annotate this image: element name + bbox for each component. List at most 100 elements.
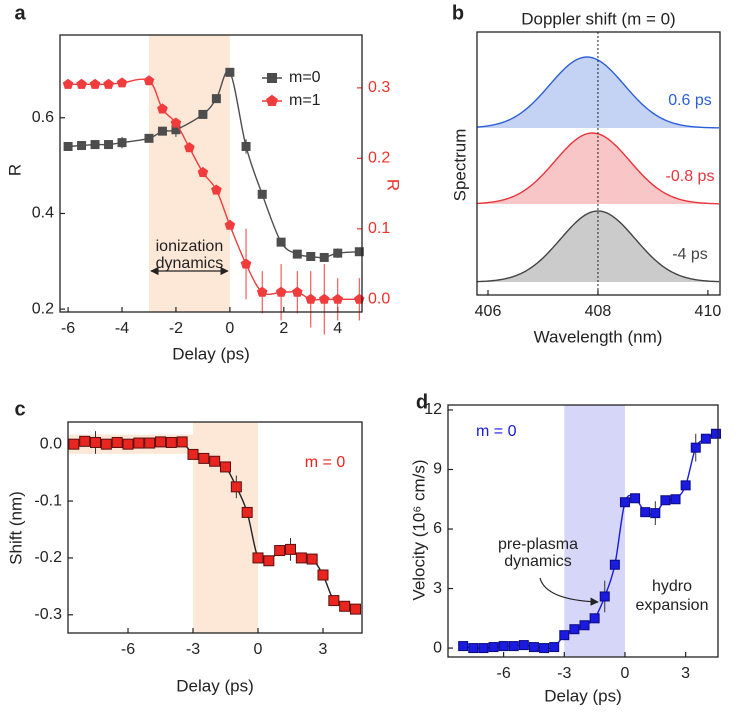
marker [332,293,343,304]
marker [224,219,236,230]
x-tick-label: -6 [61,320,75,337]
marker [225,67,235,77]
marker [89,78,101,89]
marker [155,436,167,448]
marker [274,545,286,557]
curve-label: -4 ps [672,246,708,263]
x-tick-label: 4 [333,320,342,337]
marker [318,293,330,304]
marker [90,140,100,150]
x-tick-label: -2 [169,320,183,337]
marker [589,613,600,624]
marker [157,126,167,136]
marker [518,640,529,651]
marker [144,133,154,143]
y-tick-label: 0.0 [40,435,62,452]
panel-letter: b [452,2,464,24]
y2-tick-label: 0.0 [368,291,390,308]
marker [143,75,155,86]
marker [220,461,232,473]
marker [317,569,329,581]
marker [230,481,242,493]
legend-label: m=0 [289,69,321,86]
y-axis-label: Shift (nm) [6,491,25,565]
x-tick-label: -6 [121,641,135,658]
x-tick-label: 410 [695,303,722,320]
marker [241,141,251,151]
marker [184,142,195,153]
marker [117,138,127,148]
panel-letter: c [14,398,25,420]
marker [539,643,550,654]
curve-label: 0.6 ps [668,92,712,109]
y2-tick-label: 0.3 [368,79,390,96]
marker [116,77,128,88]
marker [306,252,316,262]
marker [198,452,210,464]
panel-letter: a [14,2,26,24]
marker [187,448,199,460]
x-tick-label: 2 [279,320,288,337]
marker [306,553,318,565]
marker [650,508,661,519]
x-tick-label: 0 [225,320,234,337]
marker [241,506,253,518]
annotation: hydro [652,578,692,595]
x-tick-label: -4 [115,320,129,337]
x-tick-label: -3 [557,665,571,682]
x-tick-label: 406 [475,303,502,320]
plot-frame [67,421,363,634]
marker [339,600,351,612]
x-tick-label: 3 [319,641,328,658]
x-tick-label: -6 [497,665,511,682]
annotation: dynamics [156,255,224,272]
marker [133,437,145,449]
marker [609,559,620,570]
marker [710,428,721,439]
marker [104,140,114,150]
y-tick-label: 0 [433,639,442,656]
y-axis-label: Velocity (10⁶ cm/s) [409,459,428,600]
marker [103,78,114,89]
annotation-arrow [539,577,599,606]
x-tick-label: 0 [254,641,263,658]
marker [319,252,329,262]
marker [328,595,340,607]
marker [295,552,307,564]
marker [211,94,221,104]
x-axis-label: Delay (ps) [544,686,621,705]
marker [252,552,264,564]
marker [292,286,303,297]
marker [569,624,580,635]
x-tick-label: 0 [621,665,630,682]
y-axis-label: R [5,164,24,176]
marker [468,643,479,654]
x-axis-label: Wavelength (nm) [534,327,663,346]
y-tick-label: 6 [433,520,442,537]
marker [211,184,222,195]
plot-frame [447,404,719,658]
marker [144,437,156,449]
marker [79,435,91,447]
marker [292,249,302,259]
marker [209,455,221,467]
x-tick-label: -3 [186,641,200,658]
plot-frame [59,34,363,313]
marker [478,643,489,654]
marker [700,433,711,444]
annotation: m = 0 [476,423,517,440]
marker [350,603,362,615]
x-axis-label: Delay (ps) [176,676,253,695]
y-tick-label: -0.2 [34,549,62,566]
marker [559,630,570,641]
annotation: ionization [156,238,224,255]
spectrum-fill [477,57,720,128]
shade-region [148,35,230,312]
marker [77,141,87,151]
y2-tick-label: 0.1 [368,220,390,237]
x-axis-label: Delay (ps) [172,344,249,363]
marker [275,286,287,297]
marker [111,436,123,448]
y-tick-label: 3 [433,580,442,597]
marker [488,642,499,653]
